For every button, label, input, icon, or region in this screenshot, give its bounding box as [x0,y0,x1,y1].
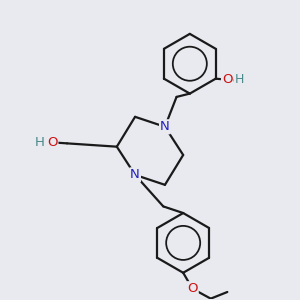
Text: N: N [160,120,170,133]
Text: H: H [34,136,44,149]
Text: O: O [222,74,232,86]
Text: O: O [187,282,198,295]
Text: H: H [235,74,244,86]
Text: N: N [130,168,140,182]
Text: O: O [47,136,57,149]
